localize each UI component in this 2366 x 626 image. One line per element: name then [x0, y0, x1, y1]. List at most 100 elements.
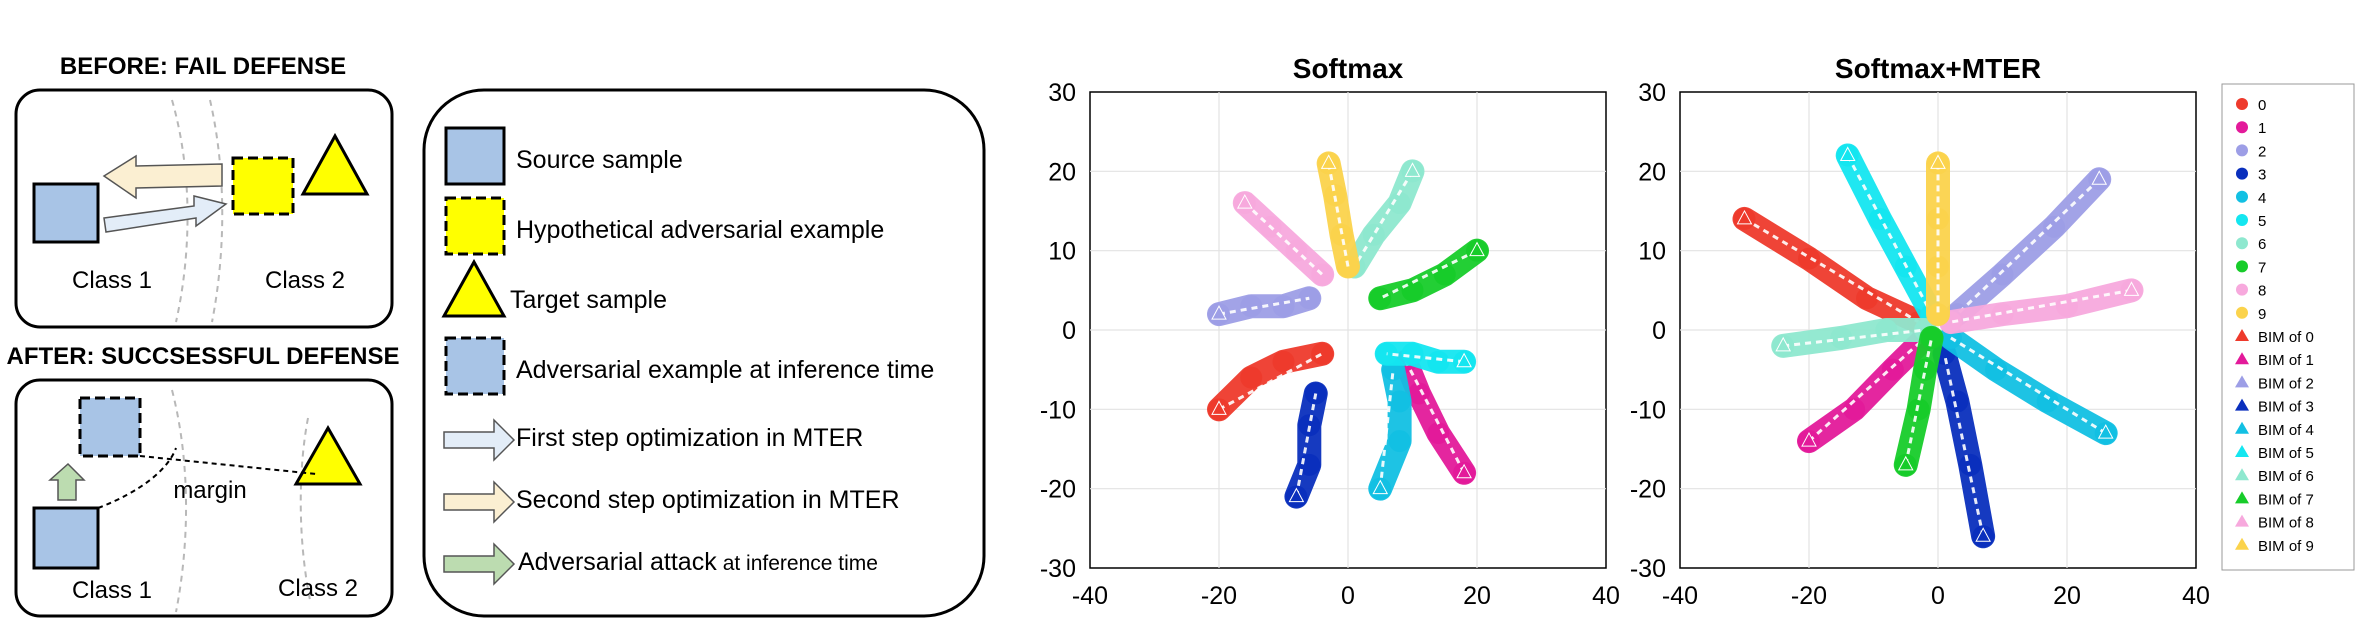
point-class-1	[1427, 422, 1450, 445]
cluster-6	[1771, 318, 1938, 358]
green-arrow-icon	[48, 462, 86, 501]
y-tick-label: -20	[1040, 476, 1076, 504]
legend-label-4: First step optimization in MTER	[516, 424, 863, 452]
softmax-mter-plot: Softmax+MTER -40 -20 0 20 40 -30 -20 -10 0 10 20 30	[1630, 53, 2210, 610]
bim-marker-9	[1930, 154, 1946, 169]
plot-legend-label: BIM of 4	[2258, 422, 2314, 439]
x-tick-label: 40	[2182, 582, 2210, 610]
plot1-title: Softmax	[1293, 53, 1404, 84]
plot-legend-marker	[2235, 514, 2249, 527]
plot-legend-marker	[2235, 445, 2249, 457]
y-tick-label: 10	[1048, 238, 1076, 266]
y-tick-label: -20	[1630, 476, 1666, 504]
plot-legend-marker	[2235, 398, 2249, 411]
bim-trail-6	[1353, 170, 1414, 268]
bim-trail-1	[1808, 336, 1927, 443]
point-class-1	[1843, 398, 1866, 421]
cluster-7	[1368, 238, 1489, 311]
legend-label-6-main: Adversarial attack	[518, 548, 717, 576]
plot-legend-label: 6	[2258, 236, 2266, 253]
legend-hypothetical-icon	[444, 196, 506, 256]
y-tick-label: 10	[1638, 238, 1666, 266]
plot2-title: Softmax+MTER	[1835, 53, 2041, 84]
plot-legend-label: 1	[2258, 120, 2266, 137]
plot-legend-marker	[2236, 98, 2248, 110]
legend-source-icon	[444, 126, 506, 186]
point-class-4	[1388, 430, 1411, 453]
plot-legend-marker	[2236, 144, 2248, 157]
legend-label-6: Adversarial attack at inference time	[518, 548, 878, 576]
cluster-4	[1368, 357, 1412, 501]
x-tick-label: 20	[2053, 582, 2081, 610]
legend-blue-arrow-icon	[443, 418, 516, 462]
cluster-0	[1207, 341, 1335, 422]
bim-trail-4	[1950, 336, 2107, 435]
legend-green-arrow-icon	[443, 542, 516, 586]
bim-marker-7	[1469, 241, 1485, 257]
point-class-3	[1946, 390, 1969, 413]
before-title: BEFORE: FAIL DEFENSE	[60, 53, 346, 80]
x-tick-label: 20	[1463, 582, 1491, 610]
plot-legend-label: BIM of 0	[2258, 329, 2314, 346]
bim-trail-7	[1379, 249, 1478, 300]
point-class-0	[1798, 247, 1820, 270]
y-tick-label: -10	[1630, 396, 1666, 424]
decision-boundary-4	[299, 417, 311, 601]
bim-marker-0	[1736, 209, 1753, 225]
point-class-7	[1907, 398, 1930, 421]
before-box	[14, 88, 394, 329]
y-tick-label: 0	[1652, 317, 1666, 345]
y-tick-label: 0	[1062, 317, 1076, 345]
plot-legend-label: 7	[2258, 259, 2266, 276]
point-class-6	[1388, 192, 1411, 215]
plot-legend-marker	[2235, 421, 2249, 434]
bim-marker-1	[1801, 432, 1817, 447]
cluster-1	[1394, 349, 1477, 485]
beige-arrow-icon	[102, 154, 223, 200]
point-class-5	[1427, 350, 1450, 373]
after-box	[14, 378, 394, 618]
plot-legend-marker	[2236, 167, 2248, 180]
bim-trail-2	[1218, 296, 1310, 316]
y-tick-label: -10	[1040, 396, 1076, 424]
y-tick-label: -30	[1630, 555, 1666, 583]
y-tick-label: 20	[1638, 158, 1666, 186]
plot-legend-label: 2	[2258, 143, 2266, 160]
plot-legend-label: 3	[2258, 167, 2266, 184]
before-class1-label: Class 1	[72, 267, 152, 294]
point-class-4	[1985, 358, 2008, 381]
margin-label: margin	[173, 477, 246, 504]
plot-legend-label: 9	[2258, 306, 2266, 323]
bim-marker-1	[1456, 463, 1472, 479]
point-class-0	[1240, 366, 1263, 389]
bim-trail-5	[1386, 352, 1465, 364]
point-class-9	[1324, 184, 1347, 207]
bim-trail-5	[1846, 154, 1933, 315]
legend-target-icon	[441, 258, 507, 318]
plot-legend-label: BIM of 5	[2258, 445, 2314, 462]
plot-legend-label: BIM of 6	[2258, 468, 2314, 485]
bim-trail-3	[1942, 353, 1985, 537]
bim-marker-2	[2091, 170, 2108, 185]
margin-arc	[97, 447, 177, 509]
plot-legend-marker	[2236, 190, 2248, 203]
blue-arrow-icon	[103, 195, 228, 233]
plot-legend-label: 4	[2258, 190, 2266, 207]
point-class-7	[1369, 287, 1392, 310]
after-source-square	[32, 506, 100, 570]
y-tick-label: 20	[1048, 158, 1076, 186]
x-tick-label: 0	[1341, 582, 1355, 610]
y-tick-label: 30	[1638, 79, 1666, 107]
x-tick-label: -40	[1072, 582, 1108, 610]
plot2-data	[1732, 143, 2144, 549]
bim-marker-5	[1839, 146, 1856, 161]
point-class-4	[2036, 390, 2059, 413]
plot-legend-label: 0	[2258, 97, 2266, 114]
bim-trail-4	[1378, 369, 1395, 489]
y-tick-label: 30	[1048, 79, 1076, 107]
plot-legend-marker	[2236, 237, 2248, 250]
x-tick-label: -20	[1791, 582, 1827, 610]
after-target-triangle	[293, 424, 363, 486]
legend-adversarial-icon	[444, 336, 506, 396]
